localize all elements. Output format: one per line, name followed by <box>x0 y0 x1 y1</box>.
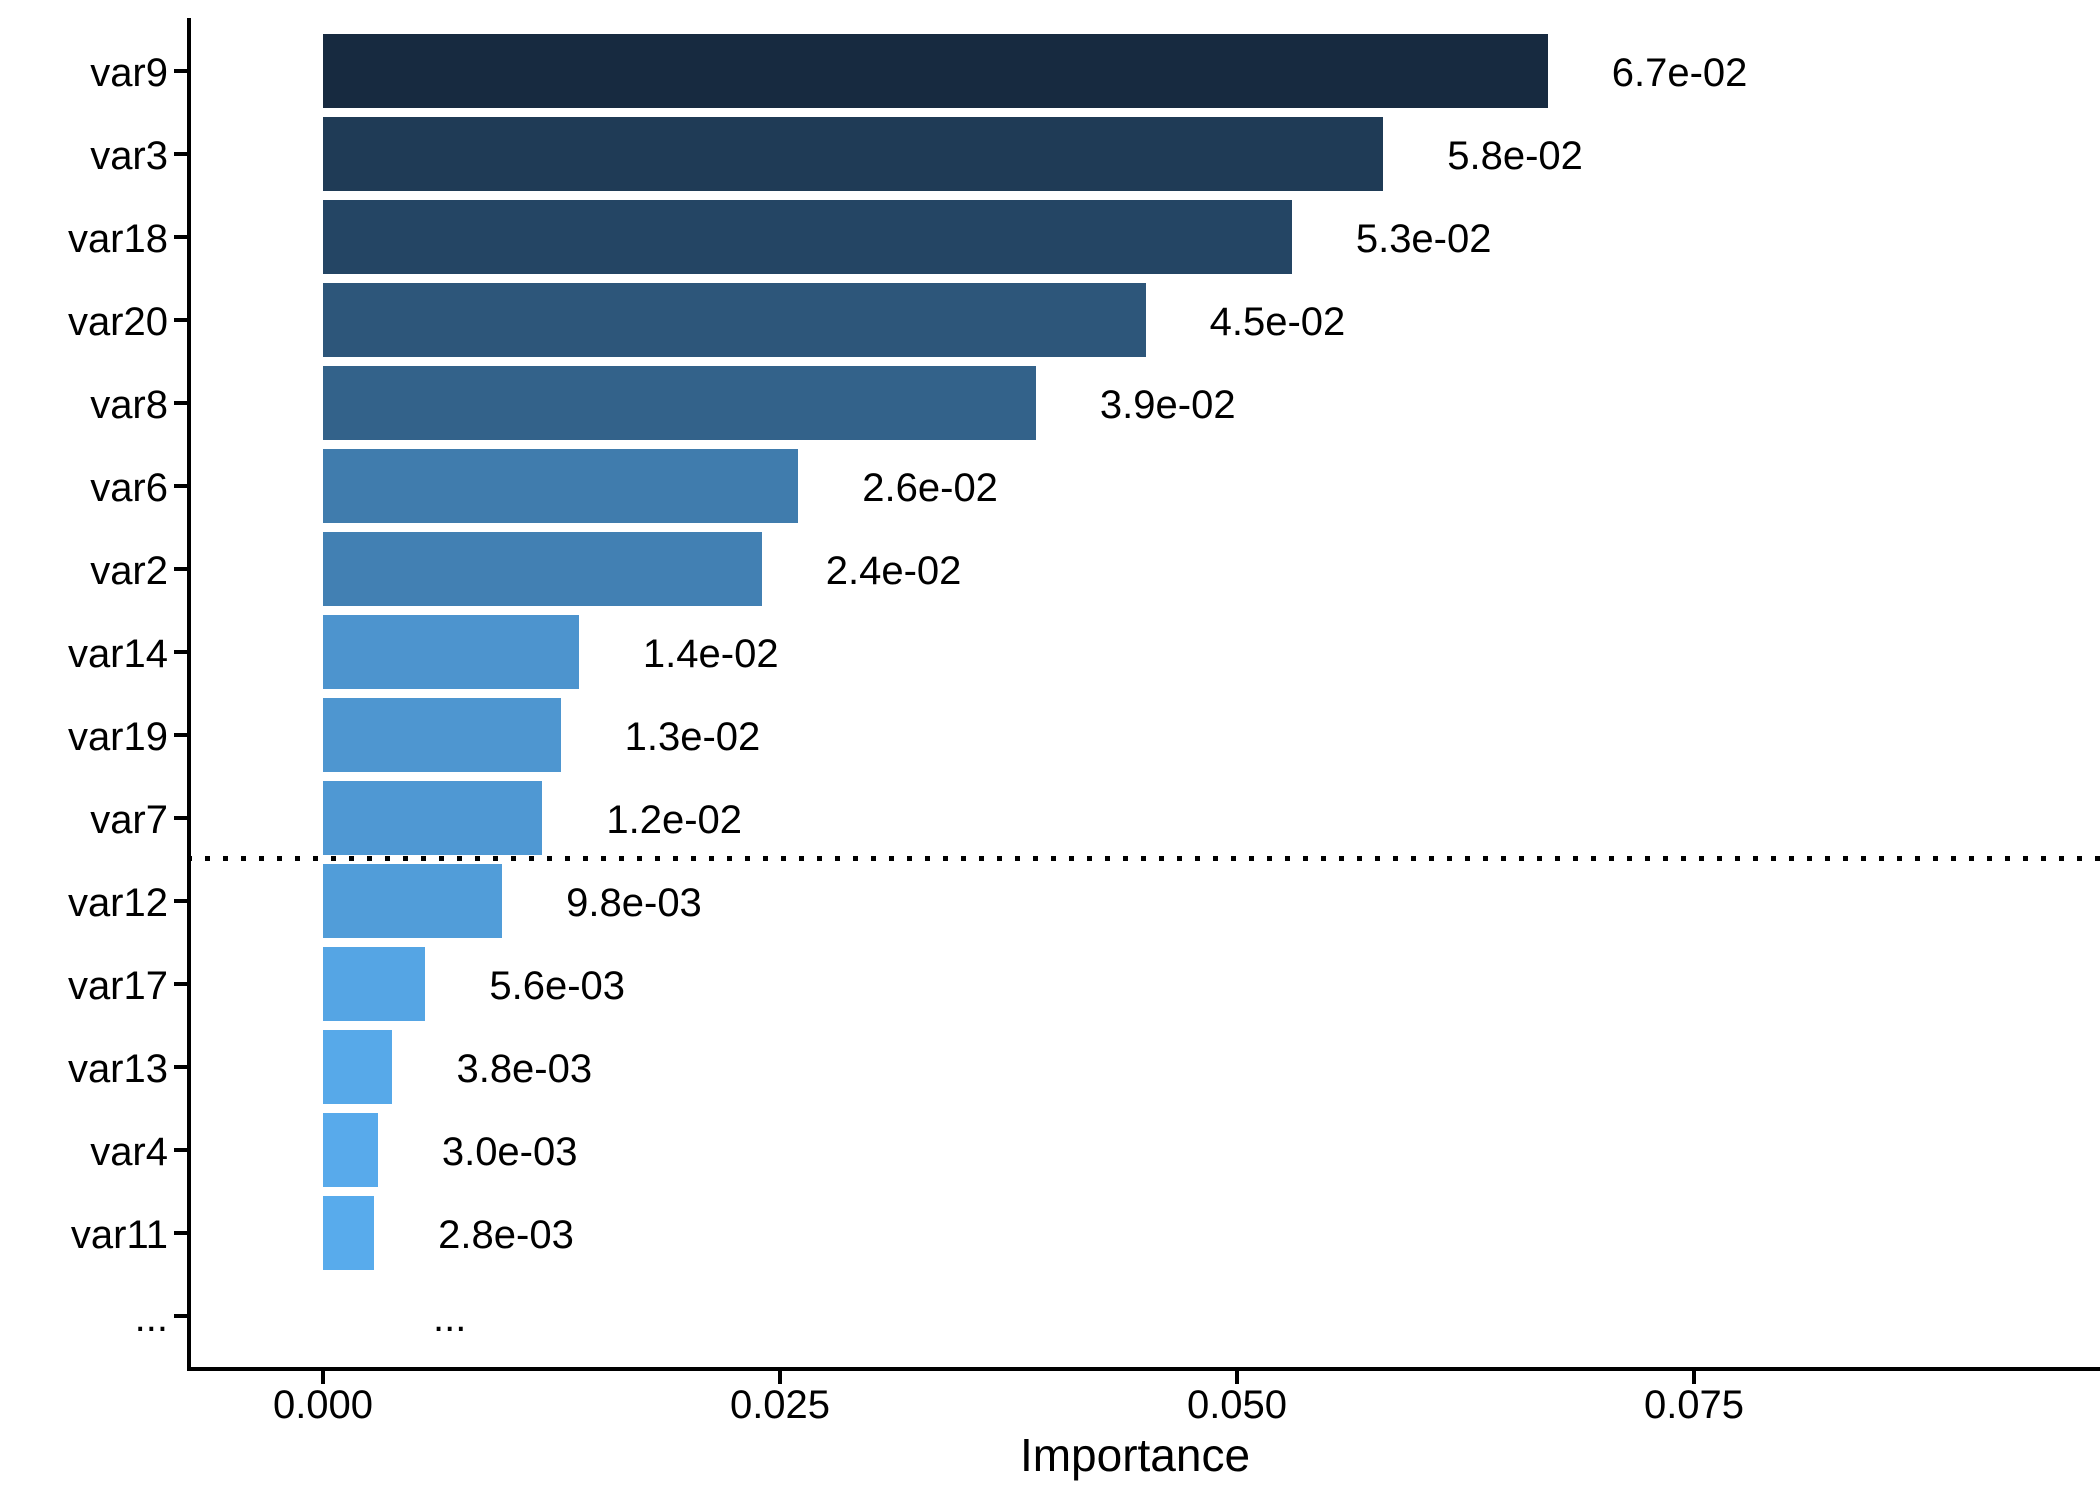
value-label-var11: 2.8e-03 <box>438 1213 574 1257</box>
value-label-var12: 9.8e-03 <box>566 881 702 925</box>
y-axis-label-var17: var17 <box>67 964 168 1008</box>
y-axis-tick <box>174 152 187 156</box>
bar-var6 <box>323 449 799 523</box>
y-axis-label-dotdotdot: ... <box>134 1296 168 1340</box>
value-label-var2: 2.4e-02 <box>825 549 962 593</box>
y-axis-label-var20: var20 <box>67 300 168 344</box>
x-axis-tick <box>1692 1371 1696 1384</box>
y-axis-tick <box>174 650 187 654</box>
y-axis-label-var7: var7 <box>90 798 168 842</box>
x-axis-title: Importance <box>1019 1429 1251 1481</box>
bar-var3 <box>323 117 1384 191</box>
y-axis-label-var3: var3 <box>90 134 168 178</box>
y-axis-tick <box>174 899 187 903</box>
bar-var8 <box>323 366 1036 440</box>
bar-var7 <box>323 781 543 855</box>
y-axis-tick <box>174 1148 187 1152</box>
y-axis-label-var4: var4 <box>90 1130 168 1174</box>
bar-var17 <box>323 947 426 1021</box>
y-axis-label-var14: var14 <box>67 632 168 676</box>
value-label-var18: 5.3e-02 <box>1355 217 1492 261</box>
value-label-var4: 3.0e-03 <box>441 1130 578 1174</box>
bar-var18 <box>323 200 1292 274</box>
y-axis-label-var11: var11 <box>70 1213 168 1257</box>
bar-var19 <box>323 698 561 772</box>
y-axis-tick <box>174 982 187 986</box>
y-axis-label-var13: var13 <box>67 1047 168 1091</box>
bar-var9 <box>323 34 1548 108</box>
value-label-var13: 3.8e-03 <box>456 1047 593 1091</box>
y-axis-tick <box>174 484 187 488</box>
y-axis-tick <box>174 401 187 405</box>
y-axis-label-var12: var12 <box>67 881 168 925</box>
value-label-var17: 5.6e-03 <box>489 964 626 1008</box>
value-label-var9: 6.7e-02 <box>1611 51 1748 95</box>
y-axis-line <box>187 18 191 1371</box>
y-axis-tick <box>174 318 187 322</box>
bar-var2 <box>323 532 762 606</box>
y-axis-tick <box>174 1231 187 1235</box>
bar-var20 <box>323 283 1146 357</box>
y-axis-tick <box>174 733 187 737</box>
bar-var4 <box>323 1113 378 1187</box>
x-axis-line <box>187 1367 2100 1371</box>
bar-var13 <box>323 1030 393 1104</box>
bar-var12 <box>323 864 503 938</box>
bar-var14 <box>323 615 579 689</box>
x-axis-tick <box>778 1371 782 1384</box>
value-label-var7: 1.2e-02 <box>606 798 743 842</box>
value-label-var3: 5.8e-02 <box>1447 134 1583 178</box>
value-label-var19: 1.3e-02 <box>624 715 761 759</box>
x-axis-tick-label: 0.050 <box>1186 1383 1288 1427</box>
value-label-var8: 3.9e-02 <box>1099 383 1236 427</box>
x-axis-tick-label: 0.000 <box>272 1383 374 1427</box>
y-axis-label-var6: var6 <box>90 466 168 510</box>
value-label-var6: 2.6e-02 <box>862 466 998 510</box>
y-axis-label-var19: var19 <box>67 715 168 759</box>
bar-var11 <box>323 1196 375 1270</box>
threshold-dotted-line <box>187 856 2100 861</box>
value-label-dotdotdot: ... <box>433 1296 467 1340</box>
y-axis-tick <box>174 69 187 73</box>
y-axis-tick <box>174 816 187 820</box>
y-axis-tick <box>174 567 187 571</box>
x-axis-tick <box>321 1371 325 1384</box>
y-axis-tick <box>174 1065 187 1069</box>
y-axis-label-var18: var18 <box>67 217 168 261</box>
y-axis-label-var8: var8 <box>90 383 168 427</box>
y-axis-tick <box>174 1314 187 1318</box>
value-label-var20: 4.5e-02 <box>1209 300 1346 344</box>
value-label-var14: 1.4e-02 <box>642 632 779 676</box>
y-axis-tick <box>174 235 187 239</box>
x-axis-tick <box>1235 1371 1239 1384</box>
y-axis-label-var9: var9 <box>90 51 168 95</box>
x-axis-tick-label: 0.025 <box>729 1383 831 1427</box>
x-axis-tick-label: 0.075 <box>1643 1383 1745 1427</box>
y-axis-label-var2: var2 <box>90 549 168 593</box>
